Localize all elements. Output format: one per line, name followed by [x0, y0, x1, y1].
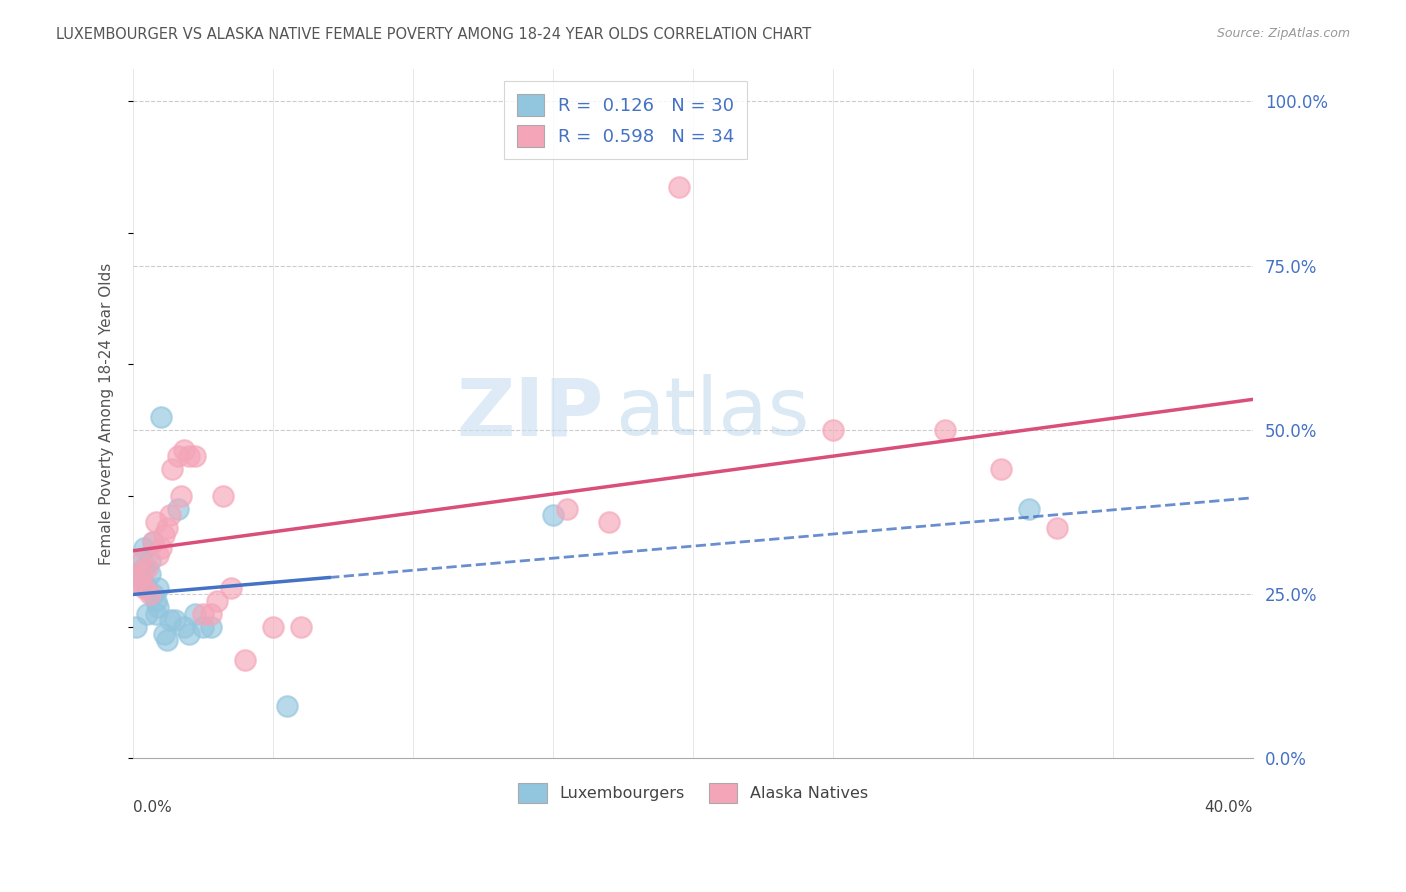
Point	[139, 554, 162, 568]
Point	[173, 442, 195, 457]
Point	[191, 607, 214, 621]
Point	[142, 534, 165, 549]
Point	[598, 515, 620, 529]
Point	[156, 633, 179, 648]
Point	[148, 581, 170, 595]
Point	[136, 581, 159, 595]
Point	[173, 620, 195, 634]
Text: Source: ZipAtlas.com: Source: ZipAtlas.com	[1216, 27, 1350, 40]
Point	[821, 423, 844, 437]
Point	[131, 567, 153, 582]
Text: ZIP: ZIP	[456, 375, 603, 452]
Point	[139, 567, 162, 582]
Text: atlas: atlas	[614, 375, 808, 452]
Point	[128, 554, 150, 568]
Point	[153, 626, 176, 640]
Point	[1018, 501, 1040, 516]
Point	[219, 581, 242, 595]
Point	[159, 613, 181, 627]
Point	[145, 593, 167, 607]
Point	[290, 620, 312, 634]
Text: 40.0%: 40.0%	[1205, 800, 1253, 814]
Y-axis label: Female Poverty Among 18-24 Year Olds: Female Poverty Among 18-24 Year Olds	[100, 262, 114, 565]
Point	[167, 501, 190, 516]
Point	[183, 607, 205, 621]
Point	[211, 489, 233, 503]
Point	[150, 409, 173, 424]
Point	[990, 462, 1012, 476]
Point	[145, 515, 167, 529]
Point	[262, 620, 284, 634]
Point	[165, 613, 187, 627]
Point	[139, 587, 162, 601]
Point	[668, 179, 690, 194]
Point	[153, 528, 176, 542]
Point	[134, 581, 156, 595]
Point	[162, 462, 184, 476]
Point	[233, 653, 256, 667]
Point	[148, 548, 170, 562]
Point	[541, 508, 564, 523]
Point	[276, 698, 298, 713]
Text: LUXEMBOURGER VS ALASKA NATIVE FEMALE POVERTY AMONG 18-24 YEAR OLDS CORRELATION C: LUXEMBOURGER VS ALASKA NATIVE FEMALE POV…	[56, 27, 811, 42]
Text: 0.0%: 0.0%	[134, 800, 172, 814]
Point	[156, 521, 179, 535]
Legend: Luxembourgers, Alaska Natives: Luxembourgers, Alaska Natives	[508, 773, 877, 813]
Point	[200, 620, 222, 634]
Point	[125, 574, 148, 588]
Point	[191, 620, 214, 634]
Point	[934, 423, 956, 437]
Point	[136, 607, 159, 621]
Point	[131, 574, 153, 588]
Point	[136, 561, 159, 575]
Point	[134, 541, 156, 555]
Point	[159, 508, 181, 523]
Point	[125, 620, 148, 634]
Point	[177, 626, 200, 640]
Point	[167, 449, 190, 463]
Point	[555, 501, 578, 516]
Point	[150, 541, 173, 555]
Point	[205, 593, 228, 607]
Point	[142, 534, 165, 549]
Point	[177, 449, 200, 463]
Point	[128, 567, 150, 582]
Point	[200, 607, 222, 621]
Point	[170, 489, 193, 503]
Point	[142, 587, 165, 601]
Point	[145, 607, 167, 621]
Point	[134, 561, 156, 575]
Point	[183, 449, 205, 463]
Point	[131, 554, 153, 568]
Point	[1046, 521, 1069, 535]
Point	[148, 600, 170, 615]
